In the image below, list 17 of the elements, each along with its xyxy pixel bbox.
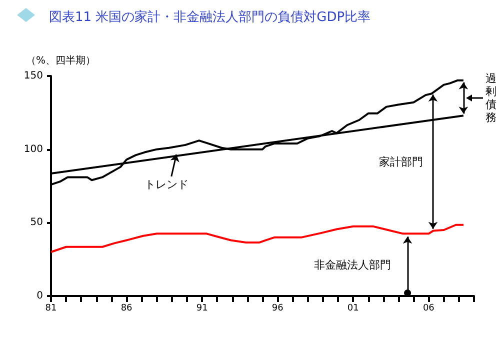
annotation: トレンド bbox=[144, 178, 188, 191]
y-tick-label: 100 bbox=[24, 144, 43, 155]
x-tick-label: 81 bbox=[45, 304, 57, 314]
y-axis-title: （%、四半期） bbox=[26, 54, 96, 66]
y-tick-label: 0 bbox=[36, 290, 43, 302]
x-tick-label: 01 bbox=[347, 304, 359, 314]
line-series bbox=[50, 224, 464, 253]
x-tick-label: 06 bbox=[422, 304, 435, 314]
annotation: 家計部門 bbox=[379, 155, 423, 168]
y-tick-label: 150 bbox=[24, 70, 43, 82]
y-tick-label: 50 bbox=[30, 217, 43, 228]
chart-title: 図表11 米国の家計・非金融法人部門の負債対GDP比率 bbox=[49, 9, 371, 25]
annotation: 非金融法人部門 bbox=[314, 258, 392, 272]
x-tick-label: 86 bbox=[120, 304, 133, 314]
annotation: 過剰債務 bbox=[485, 72, 496, 124]
x-tick-label: 91 bbox=[196, 304, 208, 314]
x-tick-label: 96 bbox=[272, 304, 284, 314]
